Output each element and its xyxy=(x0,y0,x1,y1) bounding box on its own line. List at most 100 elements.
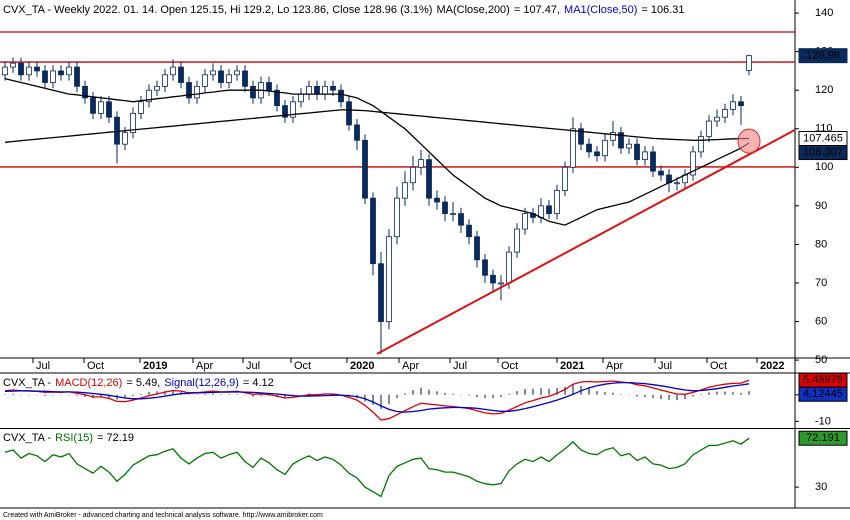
candle-body xyxy=(706,120,712,137)
series-line xyxy=(4,381,750,413)
histogram-bar xyxy=(620,394,622,395)
histogram-bar xyxy=(172,390,174,395)
value-box xyxy=(798,386,848,402)
candle-body xyxy=(298,93,304,103)
candle-body xyxy=(274,89,280,107)
histogram-bar xyxy=(236,394,238,395)
x-tick-label: Oct xyxy=(87,360,104,372)
histogram-bar xyxy=(28,394,30,396)
value-box xyxy=(798,48,848,64)
histogram-bar xyxy=(564,386,566,395)
y-tick-label: 140 xyxy=(815,7,833,19)
x-tick-label: Oct xyxy=(710,360,727,372)
histogram-bar xyxy=(140,393,142,395)
histogram-bar xyxy=(204,393,206,395)
histogram-bar xyxy=(60,394,62,396)
candle-body xyxy=(602,139,608,157)
candle-body xyxy=(82,85,88,99)
candle-body xyxy=(386,236,392,322)
candle-body xyxy=(50,70,56,83)
histogram-bar xyxy=(484,394,486,399)
candle-body xyxy=(202,74,208,87)
x-tick-label: Apr xyxy=(402,360,419,372)
histogram-bar xyxy=(68,394,70,396)
title-text: CVX_TA - xyxy=(3,432,51,444)
legend-readout: = 106.31 xyxy=(641,4,684,16)
candle-body xyxy=(250,85,256,99)
histogram-bar xyxy=(588,388,590,395)
candle-body xyxy=(642,151,648,161)
candle-body xyxy=(738,101,744,107)
histogram-bar xyxy=(732,392,734,395)
candle-body xyxy=(370,197,376,265)
legend-readout: = 4.12 xyxy=(243,377,274,389)
candle-body xyxy=(194,85,200,99)
x-tick-label: Jul xyxy=(246,360,260,372)
histogram-bar xyxy=(644,394,646,397)
histogram-bar xyxy=(684,394,686,400)
histogram-bar xyxy=(268,394,270,396)
highlight-circle xyxy=(737,128,761,154)
histogram-bar xyxy=(708,392,710,395)
candle-body xyxy=(322,85,328,95)
x-tick-label: 2019 xyxy=(143,360,167,372)
candle-body xyxy=(466,224,472,238)
legend-readout: = 107.47, xyxy=(514,4,560,16)
histogram-bar xyxy=(76,394,78,396)
x-tick-label: 2020 xyxy=(350,360,374,372)
candle-body xyxy=(562,166,568,191)
candle-body xyxy=(178,66,184,83)
histogram-bar xyxy=(500,394,502,397)
histogram-bar xyxy=(412,390,414,395)
candle-body xyxy=(554,190,560,214)
legend-name: MA(Close,200) xyxy=(436,4,509,16)
candle-body xyxy=(290,101,296,118)
candle-body xyxy=(74,66,80,87)
candle-body xyxy=(218,70,224,83)
histogram-bar xyxy=(724,391,726,395)
y-tick-label: 70 xyxy=(815,277,827,289)
y-tick-label: 80 xyxy=(815,238,827,250)
value-box-label: 5.46979 xyxy=(803,374,843,386)
x-tick-label: Oct xyxy=(294,360,311,372)
candle-body xyxy=(434,197,440,203)
value-box-label: 128.96 xyxy=(806,50,840,62)
candle-body xyxy=(330,85,336,91)
candle-body xyxy=(402,182,408,199)
candle-body xyxy=(722,109,728,118)
candle-body xyxy=(186,82,192,99)
histogram-bar xyxy=(20,394,22,396)
candle-body xyxy=(418,159,424,168)
histogram-bar xyxy=(404,393,406,395)
candle-body xyxy=(450,213,456,215)
candle-body xyxy=(210,70,216,76)
histogram-bar xyxy=(428,389,430,395)
histogram-bar xyxy=(748,391,750,395)
candle-body xyxy=(362,139,368,199)
y-tick-label: 60 xyxy=(815,315,827,327)
histogram-bar xyxy=(300,394,302,396)
histogram-bar xyxy=(220,394,222,396)
candle-body xyxy=(746,55,752,71)
histogram-bar xyxy=(308,393,310,395)
candle-body xyxy=(170,66,176,76)
histogram-bar xyxy=(124,394,126,399)
candle-body xyxy=(378,263,384,322)
candle-body xyxy=(474,236,480,261)
histogram-bar xyxy=(364,394,366,402)
histogram-bar xyxy=(260,394,262,396)
candle-body xyxy=(338,89,344,103)
candle-body xyxy=(138,101,144,114)
candle-body xyxy=(658,170,664,176)
histogram-bar xyxy=(540,388,542,395)
x-tick-label: Jul xyxy=(658,360,672,372)
candle-body xyxy=(570,128,576,168)
candle-body xyxy=(498,282,504,285)
candle-body xyxy=(698,136,704,153)
histogram-bar xyxy=(676,394,678,401)
candle-body xyxy=(122,132,128,145)
histogram-bar xyxy=(628,394,630,396)
candle-body xyxy=(234,70,240,76)
